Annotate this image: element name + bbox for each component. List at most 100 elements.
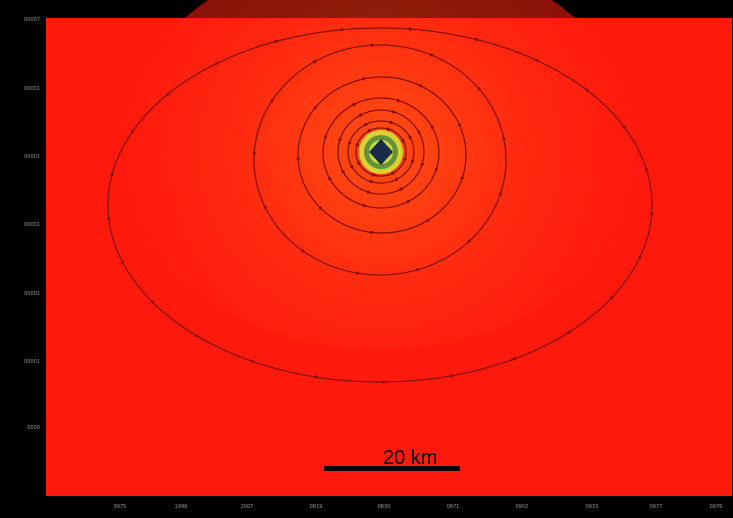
x-tick-label: 0830 [378,504,391,510]
contour-marker [369,180,373,184]
contour-marker [460,176,464,180]
contour-marker [250,359,254,363]
scale-bar-label: 20 km [383,447,437,469]
contour-marker [372,173,376,177]
contour-marker [512,357,517,361]
contour-line [322,97,440,209]
contour-marker [449,374,453,378]
y-tick-label: 00001 [24,154,40,160]
contour-marker [457,123,461,127]
x-tick-label: 0977 [650,504,663,510]
contour-marker [296,157,300,161]
contour-marker [416,268,420,272]
contour-marker [338,138,342,142]
contour-marker [420,162,424,166]
contour-marker [396,98,400,103]
contour-marker [585,88,589,92]
contour-marker [622,125,627,129]
contour-marker [355,143,359,147]
contour-marker [130,130,134,134]
contour-lines [107,27,654,384]
y-tick-label: 00001 [24,86,40,92]
contour-marker [408,27,412,31]
contour-marker [366,190,370,194]
contour-marker [328,177,332,181]
contour-marker [567,330,571,334]
contour-marker [120,260,125,264]
contour-marker [417,130,421,134]
contour-marker [215,61,219,65]
anomaly-core [369,139,393,165]
contour-marker [467,239,471,243]
contour-marker [425,219,430,223]
x-tick-label: 0871 [447,504,460,510]
contour-marker [274,39,278,44]
contour-marker [410,159,415,163]
contour-marker [361,77,365,81]
contour-marker [313,60,317,64]
contour-marker [252,151,256,155]
contour-marker [107,217,111,221]
contour-marker [535,58,539,62]
contour-marker [403,157,407,161]
contour-marker [391,171,395,175]
contour-marker [498,192,502,196]
scale-bar-line [324,466,460,471]
contour-marker [430,125,434,129]
contour-marker [364,123,368,127]
x-tick-label: 0902 [516,504,529,510]
contour-marker [474,37,479,42]
contour-marker [406,200,410,204]
contour-marker [150,300,154,304]
contour-marker [318,206,322,210]
contour-marker [399,187,403,191]
contour-marker [313,106,317,110]
contour-marker [357,161,361,165]
x-tick-label: 1996 [175,504,188,510]
center-anomaly [359,130,403,174]
contour-marker [352,102,356,106]
contour-line [347,120,415,184]
contour-marker [340,28,344,32]
x-tick-label: 9975 [114,504,127,510]
contour-marker [389,120,393,124]
contour-marker [382,380,386,384]
contour-marker [369,230,374,234]
contour-marker [434,167,438,171]
contour-marker [263,205,267,209]
x-tick-label: 0933 [586,504,599,510]
contour-marker [324,135,328,139]
y-axis-tick-labels: 00007 00001 00001 00001 00001 00001 0000 [24,17,40,431]
y-tick-label: 00007 [24,17,40,23]
contour-marker [477,87,481,91]
contour-marker [638,255,642,259]
contour-marker [644,167,649,171]
contour-line [337,109,425,195]
y-tick-label: 00001 [24,359,40,365]
contour-marker [359,113,363,117]
contour-marker [394,177,398,181]
y-tick-label: 00001 [24,222,40,228]
contour-marker [610,296,614,300]
contour-marker [110,172,114,176]
contour-marker [429,53,434,57]
contour-marker [300,249,305,253]
contour-marker [370,43,374,47]
x-tick-label: 2007 [241,504,254,510]
contour-line [297,76,467,234]
contour-marker [166,92,170,96]
contour-marker [367,129,371,133]
y-tick-label: 0000 [27,425,40,431]
contour-line [253,44,507,276]
contour-marker [195,334,199,338]
x-axis-tick-labels: 9975 1996 2007 0819 0830 0871 0902 0933 … [114,504,723,510]
contour-marker [270,99,274,103]
contour-marker [341,170,345,174]
contour-marker [386,127,390,131]
x-tick-label: 0819 [310,504,323,510]
contour-marker [408,135,412,140]
x-tick-label: 0976 [710,504,723,510]
contour-marker [401,139,405,143]
